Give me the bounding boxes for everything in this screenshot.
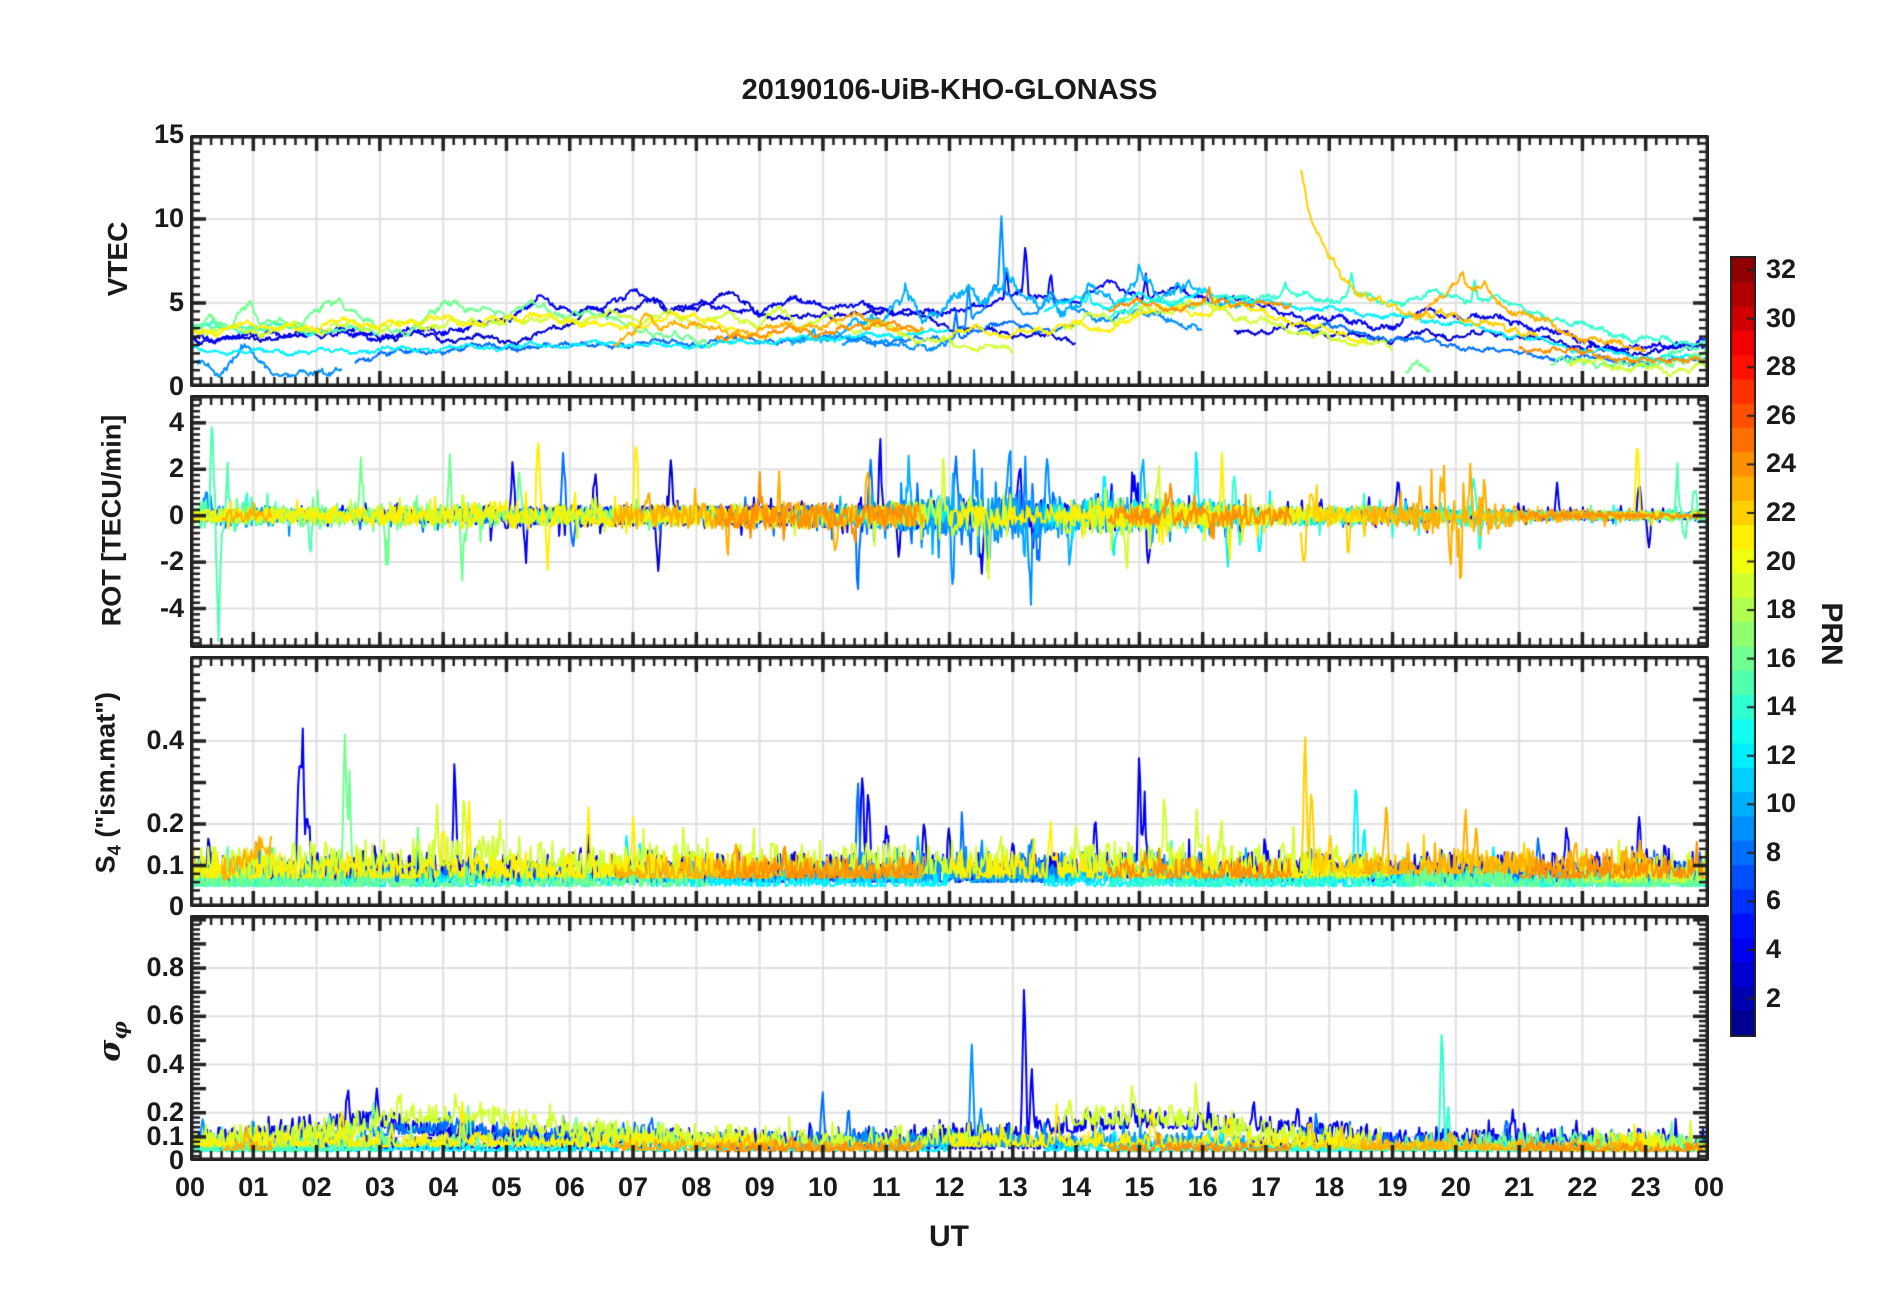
colorbar-tick-label: 30 — [1766, 302, 1797, 333]
colorbar-tick-label: 28 — [1766, 351, 1797, 382]
y-tick-label-vtec: 0 — [168, 371, 184, 401]
x-tick-label: 22 — [1567, 1172, 1598, 1202]
y-tick-label-sigma: 0.6 — [146, 1000, 184, 1031]
x-tick-label: 10 — [807, 1172, 838, 1202]
colorbar-tick-label: 20 — [1766, 545, 1797, 576]
y-tick-label-s4: 0.2 — [146, 808, 184, 839]
y-tick-label-vtec: 5 — [168, 287, 184, 317]
x-tick-label: 02 — [301, 1172, 332, 1202]
colorbar-tick-label: 22 — [1766, 496, 1797, 527]
x-tick-label: 12 — [934, 1172, 965, 1202]
ylabel-vtec: VTEC — [102, 221, 133, 297]
x-tick-label: 09 — [744, 1172, 775, 1202]
x-tick-label: 16 — [1187, 1172, 1218, 1202]
x-tick-label: 01 — [238, 1172, 269, 1202]
rot-panel — [190, 395, 1709, 648]
x-tick-label: 18 — [1314, 1172, 1345, 1202]
x-tick-label: 14 — [1061, 1172, 1092, 1202]
x-tick-label: 00 — [1693, 1172, 1725, 1202]
x-tick-label: 07 — [618, 1172, 649, 1202]
x-tick-label: 23 — [1630, 1172, 1661, 1202]
y-tick-label-sigma: 0.1 — [146, 1120, 184, 1151]
colorbar-tick-label: 14 — [1766, 691, 1797, 722]
x-tick-label: 17 — [1250, 1172, 1281, 1202]
x-tick-label: 20 — [1440, 1172, 1471, 1202]
x-tick-label: 08 — [681, 1172, 712, 1202]
x-tick-label: 00 — [174, 1172, 206, 1202]
x-tick-label: 19 — [1377, 1172, 1408, 1202]
sigma-phi-panel — [190, 915, 1709, 1161]
y-tick-label-sigma: 0.8 — [146, 952, 184, 983]
colorbar-tick-label: 24 — [1766, 448, 1797, 479]
x-tick-label: 15 — [1124, 1172, 1155, 1202]
y-tick-label-vtec: 15 — [153, 119, 184, 149]
x-tick-label: 05 — [491, 1172, 522, 1202]
y-tick-label-s4: 0.4 — [146, 725, 184, 756]
colorbar-tick-label: 2 — [1766, 982, 1782, 1013]
y-tick-label-s4: 0.1 — [146, 849, 184, 880]
y-tick-label-sigma: 0.2 — [146, 1096, 184, 1127]
x-tick-label: 11 — [871, 1172, 901, 1202]
colorbar-tick-label: 32 — [1766, 254, 1797, 285]
plot-title: 20190106-UiB-KHO-GLONASS — [741, 74, 1158, 106]
y-tick-label-s4: 0 — [168, 891, 184, 921]
y-tick-label-sigma: 0 — [168, 1145, 184, 1175]
colorbar-tick-label: 10 — [1766, 788, 1797, 819]
xlabel-ut: UT — [929, 1220, 969, 1253]
s4-panel — [190, 656, 1709, 907]
colorbar-tick-label: 6 — [1766, 885, 1782, 916]
prn-colorbar — [1730, 256, 1756, 1037]
colorbar-tick-label: 26 — [1766, 399, 1797, 430]
y-tick-label-rot: -4 — [159, 592, 184, 623]
x-tick-label: 21 — [1504, 1172, 1535, 1202]
x-tick-label: 03 — [364, 1172, 395, 1202]
y-tick-label-vtec: 10 — [153, 203, 184, 233]
y-tick-label-rot: -2 — [159, 546, 184, 577]
y-tick-label-rot: 0 — [168, 499, 184, 530]
colorbar-tick-label: 4 — [1766, 934, 1782, 965]
y-tick-label-rot: 4 — [168, 406, 184, 437]
vtec-panel — [190, 135, 1709, 387]
colorbar-tick-label: 8 — [1766, 836, 1782, 867]
x-tick-label: 13 — [997, 1172, 1028, 1202]
y-tick-label-sigma: 0.4 — [146, 1048, 184, 1079]
x-tick-label: 06 — [554, 1172, 585, 1202]
colorbar-tick-label: 16 — [1766, 642, 1797, 673]
y-tick-label-rot: 2 — [168, 453, 184, 484]
colorbar-tick-label: 12 — [1766, 739, 1797, 770]
colorbar-tick-label: 18 — [1766, 594, 1797, 625]
x-tick-label: 04 — [428, 1172, 459, 1202]
